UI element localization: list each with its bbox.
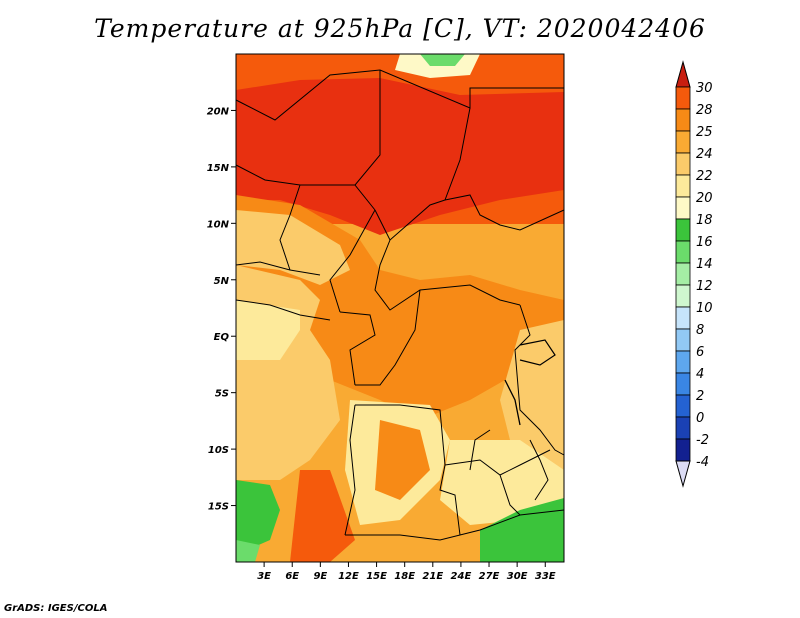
colorbar-swatch (675, 130, 691, 154)
colorbar-label: 14 (696, 257, 713, 272)
colorbar-label: 20 (696, 191, 713, 206)
colorbar-swatch (675, 416, 691, 440)
colorbar-label: 0 (696, 411, 704, 426)
x-tick-label: 9E (313, 571, 327, 582)
country-borders (235, 69, 565, 541)
x-axis: 3E 6E 9E 12E 15E 18E 21E 24E 27E 30E 33E (257, 562, 556, 582)
x-tick-label: 12E (338, 571, 359, 582)
field-south-atlantic (236, 480, 280, 555)
x-tick-label: 21E (422, 571, 443, 582)
y-tick-label: 5N (214, 276, 230, 287)
colorbar-swatch (675, 196, 691, 220)
colorbar-bottom-arrow (675, 460, 691, 488)
field-gulf-cool (236, 300, 300, 360)
x-tick-label: 24E (451, 571, 472, 582)
colorbar-label: 24 (696, 147, 713, 162)
map-frame (235, 53, 565, 563)
border-line (235, 69, 381, 121)
y-tick-label: 20N (207, 106, 230, 117)
colorbar-label: 22 (696, 169, 713, 184)
chart-title: Temperature at 925hPa [C], VT: 202004240… (94, 14, 706, 43)
colorbar-swatch (675, 438, 691, 462)
colorbar-swatch (675, 152, 691, 176)
y-tick-label: 10S (208, 445, 229, 456)
colorbar-swatch (675, 350, 691, 374)
y-tick-label: 15S (208, 502, 229, 513)
colorbar-swatch (675, 262, 691, 286)
field-cameroon (236, 210, 350, 285)
colorbar-label: 18 (696, 213, 713, 228)
field-hot-core (236, 78, 564, 235)
colorbar-swatch (675, 240, 691, 264)
x-tick-label: 18E (394, 571, 415, 582)
y-axis: 20N 15N 10N 5N EQ 5S 10S 15S (207, 106, 236, 513)
field-angola-warm (375, 420, 430, 500)
x-tick-label: 30E (507, 571, 528, 582)
x-tick-label: 33E (535, 571, 556, 582)
colorbar-swatch (675, 372, 691, 396)
colorbar-label: 8 (696, 323, 704, 338)
colorbar-label: 12 (696, 279, 713, 294)
colorbar-label: 2 (696, 389, 704, 404)
colorbar-top-arrow (675, 60, 691, 88)
field-sw-corner (236, 540, 260, 562)
field-namibia-coast (290, 470, 355, 562)
footer-credit: GrADS: IGES/COLA (4, 603, 108, 614)
colorbar-swatch (675, 174, 691, 198)
temperature-field (236, 54, 564, 562)
x-tick-label: 15E (366, 571, 387, 582)
colorbar-swatch (675, 108, 691, 132)
colorbar-label: 30 (696, 81, 713, 96)
y-tick-label: 15N (207, 163, 230, 174)
colorbar-label: 6 (696, 345, 704, 360)
colorbar-label: -4 (696, 455, 709, 470)
colorbar-swatch (675, 218, 691, 242)
colorbar-label: -2 (696, 433, 709, 448)
colorbar-swatch (675, 328, 691, 352)
colorbar-swatch (675, 306, 691, 330)
y-tick-label: 5S (215, 389, 229, 400)
y-tick-label: EQ (214, 332, 230, 343)
field-southern-highlands (480, 498, 564, 562)
colorbar-swatch (675, 86, 691, 110)
x-tick-label: 3E (257, 571, 271, 582)
colorbar-label: 28 (696, 103, 713, 118)
x-tick-label: 27E (479, 571, 500, 582)
colorbar-label: 25 (696, 125, 713, 140)
colorbar-swatch (675, 284, 691, 308)
colorbar-label: 4 (696, 367, 704, 382)
x-tick-label: 6E (285, 571, 299, 582)
colorbar-label: 10 (696, 301, 713, 316)
y-tick-label: 10N (207, 219, 230, 230)
field-atlas (420, 54, 465, 66)
colorbar-swatch (675, 394, 691, 418)
colorbar-label: 16 (696, 235, 713, 250)
